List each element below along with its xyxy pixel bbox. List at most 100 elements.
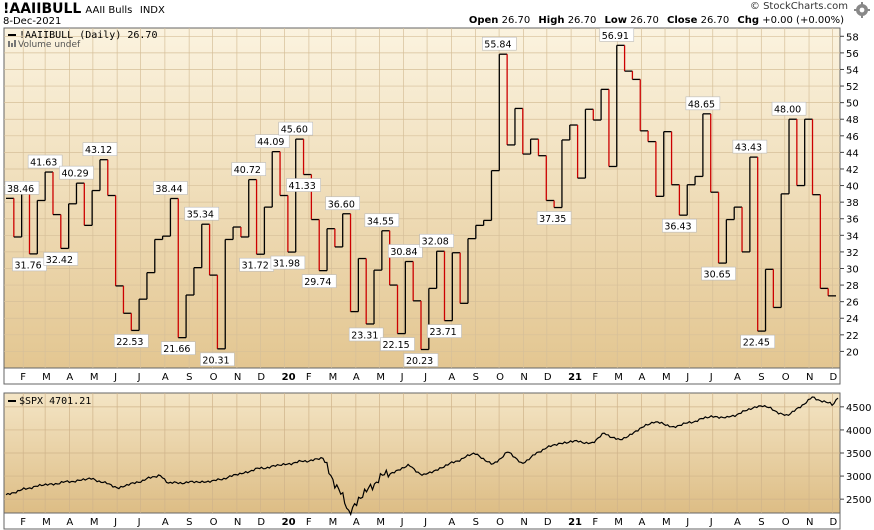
x-tick-label: S [473, 372, 479, 383]
point-label: 30.84 [390, 247, 417, 258]
point-label-box [364, 213, 400, 228]
point-label: 23.71 [429, 327, 456, 338]
point-label-box [325, 196, 360, 211]
point-label: 32.08 [422, 237, 449, 248]
spx-legend: $SPX 4701.21 [8, 396, 91, 407]
y-tick-label: 56 [846, 49, 859, 60]
spx-x-axis: F M A M J J A S O N D 20 F M A M J J A S O N D 21 F M A M J J A S O N D [20, 517, 837, 528]
close-value: 26.70 [700, 15, 730, 26]
x-tick-label: N [520, 517, 527, 528]
x-tick-label: M [42, 372, 51, 383]
x-tick-label: F [306, 517, 312, 528]
y-tick-label: 4000 [846, 426, 871, 437]
x-tick-label: N [806, 372, 813, 383]
x-tick-label: F [306, 372, 312, 383]
x-tick-label: S [758, 517, 764, 528]
x-tick-label: S [186, 517, 192, 528]
point-label: 22.45 [743, 338, 770, 349]
x-tick-label: J [685, 372, 689, 383]
y-tick-label: 30 [846, 264, 859, 275]
x-tick-label: A [353, 372, 360, 383]
point-label-box [388, 244, 423, 258]
point-label: 55.84 [484, 40, 511, 51]
point-label: 32.42 [46, 255, 73, 266]
point-label: 31.76 [14, 260, 41, 271]
point-label: 44.09 [257, 137, 284, 148]
x-tick-label: J [400, 372, 404, 383]
y-tick-label: 24 [846, 314, 859, 325]
settings-gear-icon[interactable] [854, 2, 870, 18]
chart-date: 8-Dec-2021 [3, 16, 62, 27]
point-label: 36.43 [664, 222, 691, 233]
y-tick-label: 38 [846, 198, 859, 209]
main-panel-bg [3, 27, 841, 369]
exchange: INDX [139, 5, 165, 16]
y-tick-label: 42 [846, 165, 859, 176]
x-tick-label: D [830, 517, 838, 528]
x-tick-label: D [830, 372, 838, 383]
x-tick-label: O [496, 372, 504, 383]
spx-y-axis: 2500 3000 3500 4000 4500 [840, 403, 871, 506]
low-label: Low [604, 15, 627, 26]
y-tick-label: 34 [846, 231, 859, 242]
x-tick-label: M [614, 517, 623, 528]
x-tick-label: S [758, 372, 764, 383]
ohlc-readout: Open 26.70 High 26.70 Low 26.70 Close 26… [469, 15, 844, 26]
chart-title: !AAIIBULL AAII Bulls INDX [3, 1, 165, 17]
x-tick-label: A [448, 517, 455, 528]
point-label-box [701, 266, 736, 281]
y-tick-label: 52 [846, 82, 859, 93]
y-tick-label: 2500 [846, 495, 871, 506]
y-tick-label: 36 [846, 215, 859, 226]
x-tick-label: J [137, 517, 141, 528]
x-tick-label: A [639, 517, 646, 528]
open-label: Open [468, 15, 499, 26]
x-tick-label: O [782, 517, 790, 528]
x-tick-label: D [257, 517, 265, 528]
point-label: 40.29 [61, 169, 88, 180]
point-label: 56.91 [602, 31, 629, 42]
point-label-box [301, 274, 337, 288]
x-tick-label: A [734, 517, 741, 528]
x-tick-label: A [66, 517, 73, 528]
point-label-box [160, 341, 196, 355]
gear-icon [854, 2, 870, 18]
point-label: 41.63 [30, 158, 57, 169]
spx-line [5, 396, 839, 517]
aaii-point-labels: 38.46 31.76 41.63 32.42 40.29 43.12 22.53 38.44… [4, 28, 807, 367]
point-label-box [662, 218, 697, 233]
point-label: 29.74 [304, 277, 331, 288]
month-axis-strip-2 [3, 512, 841, 530]
x-tick-label: A [448, 372, 455, 383]
x-tick-label: O [210, 372, 218, 383]
x-tick-label: N [806, 517, 813, 528]
x-tick-label: A [353, 517, 360, 528]
point-label-box [685, 96, 721, 111]
x-tick-label: N [520, 372, 527, 383]
x-tick-label: M [90, 517, 99, 528]
high-label: High [538, 15, 565, 26]
point-label-box [254, 134, 290, 148]
point-label-box [403, 353, 439, 367]
main-grid [4, 28, 840, 368]
point-label-box [153, 181, 188, 195]
volume-bars-icon [8, 40, 16, 47]
point-label-box [4, 181, 40, 195]
point-label-box [380, 337, 415, 351]
point-label: 38.46 [7, 184, 34, 195]
x-tick-label: S [473, 517, 479, 528]
x-tick-label: D [257, 372, 265, 383]
point-label-box [43, 252, 79, 266]
point-label: 43.12 [85, 145, 112, 156]
x-tick-label: N [234, 372, 241, 383]
aaii-bulls-series [6, 44, 836, 351]
brand-label[interactable]: © StockCharts.com [749, 1, 848, 12]
point-label-box [200, 352, 235, 367]
x-tick-label: A [162, 517, 169, 528]
point-label-box [59, 165, 94, 180]
point-label-box [278, 121, 314, 136]
y-tick-label: 58 [846, 32, 859, 43]
point-label-box [113, 334, 149, 348]
point-label-box [482, 36, 517, 51]
point-label: 21.66 [163, 344, 190, 355]
